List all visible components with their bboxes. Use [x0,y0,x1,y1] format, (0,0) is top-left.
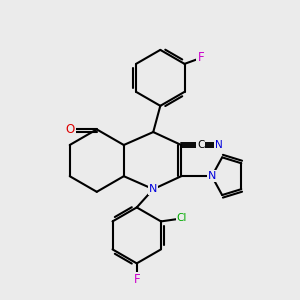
Text: N: N [215,140,223,150]
Text: O: O [66,123,75,136]
Text: F: F [197,52,204,64]
Text: N: N [208,171,216,181]
Text: C: C [197,140,204,150]
Text: F: F [134,273,140,286]
Text: N: N [149,184,158,194]
Text: Cl: Cl [176,214,187,224]
